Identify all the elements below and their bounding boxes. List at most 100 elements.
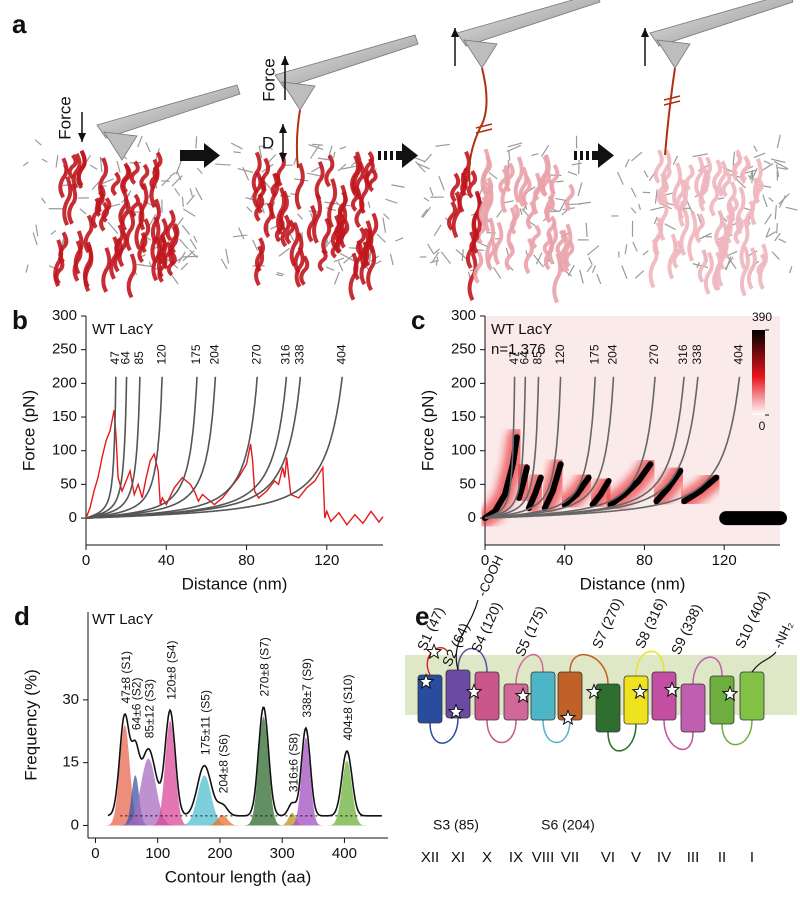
lipid — [591, 265, 596, 274]
wlc-label: 175 — [587, 344, 601, 364]
lipid — [268, 154, 277, 163]
lipid — [389, 253, 394, 266]
tip — [656, 39, 691, 69]
wlc-label: 85 — [531, 351, 545, 365]
lipid — [634, 270, 645, 279]
loop — [569, 653, 609, 685]
lipid — [776, 134, 781, 149]
x-tick-label: 40 — [158, 552, 175, 569]
helix — [712, 159, 723, 192]
lipid — [585, 222, 588, 237]
wlc-label: 270 — [249, 344, 263, 364]
helix-name: V — [631, 849, 641, 866]
loop — [607, 723, 637, 752]
lipid — [233, 151, 241, 154]
segment-label: S6 (204) — [541, 817, 595, 833]
arrow-head — [451, 28, 459, 37]
density-ridge — [607, 461, 654, 508]
helix — [269, 172, 280, 220]
n-terminal — [751, 651, 777, 673]
lipid — [774, 232, 781, 242]
peak-label: 175±11 (S5) — [199, 690, 213, 755]
lipid — [558, 199, 567, 213]
peak-label: 404±8 (S10) — [341, 675, 355, 741]
helix — [697, 249, 708, 284]
lipid — [55, 155, 59, 168]
force-trace — [85, 410, 384, 526]
gaussian-peak — [177, 775, 232, 826]
density-ridge — [541, 461, 564, 511]
lipid — [79, 208, 87, 215]
lipid — [596, 273, 602, 285]
y-tick-label: 0 — [69, 509, 77, 526]
helix — [317, 248, 328, 273]
arrow-head — [641, 28, 649, 37]
lipid — [579, 269, 584, 284]
lipid — [764, 213, 773, 225]
helix — [450, 172, 461, 203]
wlc-label: 204 — [208, 344, 222, 364]
helix — [83, 244, 94, 292]
lipid — [383, 213, 390, 220]
lipid — [506, 144, 522, 153]
lipid — [587, 245, 600, 256]
helix — [476, 218, 487, 245]
lipid — [391, 184, 405, 188]
helix — [486, 237, 497, 271]
y-tick-label: 0 — [71, 816, 79, 833]
helix — [756, 253, 767, 278]
lipid — [507, 142, 523, 148]
x-tick-label: 0 — [91, 845, 99, 862]
y-axis-label: Force (pN) — [19, 390, 38, 471]
helix — [157, 217, 168, 252]
helix-name: IV — [657, 849, 671, 866]
lipid — [189, 238, 197, 250]
helix — [284, 219, 295, 245]
lipid — [422, 206, 432, 218]
helix — [150, 216, 161, 264]
lipid — [617, 171, 624, 185]
lipid — [260, 145, 273, 150]
lipid — [307, 172, 321, 177]
helix — [254, 237, 265, 273]
lipid — [455, 248, 468, 261]
helix — [740, 157, 751, 182]
helix — [337, 190, 348, 219]
lipid — [427, 243, 435, 255]
helix — [467, 169, 478, 199]
helix — [327, 178, 338, 229]
helix — [552, 252, 563, 304]
lipid — [25, 264, 29, 273]
lipid — [220, 258, 228, 270]
chart-title: WT LacY — [92, 611, 153, 628]
helix — [672, 162, 683, 210]
y-tick-label: 150 — [451, 408, 476, 425]
lipid — [161, 180, 170, 182]
lipid — [429, 186, 434, 196]
helix — [503, 683, 529, 721]
helix — [129, 160, 140, 185]
tip — [281, 81, 316, 111]
lipid — [169, 171, 176, 177]
lipid — [555, 180, 564, 183]
lipid — [34, 139, 42, 146]
panel-label: a — [12, 9, 27, 39]
lipid — [99, 156, 103, 173]
helix — [562, 223, 573, 273]
helix — [294, 246, 305, 288]
tether — [664, 67, 676, 156]
helix — [564, 239, 575, 268]
helix — [731, 149, 742, 182]
lipid — [440, 251, 451, 264]
lipid — [621, 265, 628, 280]
lipid — [193, 235, 198, 243]
helix-name: VIII — [532, 849, 555, 866]
helix — [294, 162, 305, 210]
cantilever — [456, 0, 601, 47]
helix-name: III — [687, 849, 700, 866]
lipid — [533, 254, 544, 268]
helix — [712, 251, 723, 291]
lipid — [317, 157, 332, 161]
helix — [672, 240, 683, 269]
lipid — [531, 153, 539, 157]
